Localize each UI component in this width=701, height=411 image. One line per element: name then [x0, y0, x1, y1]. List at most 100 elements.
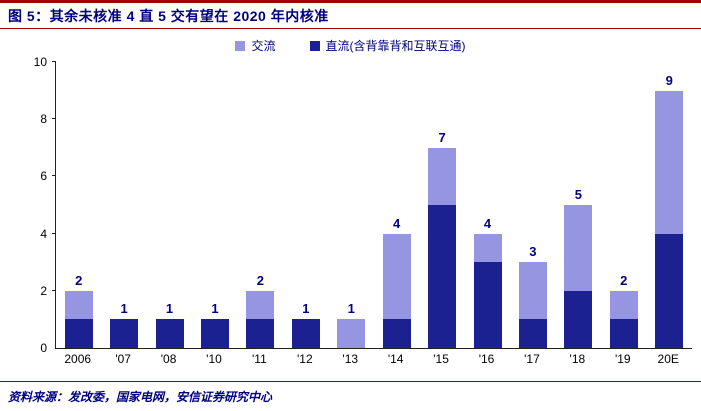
bar-segment-dc[interactable] [518, 319, 547, 348]
bar-value-label: 4 [483, 215, 492, 231]
stacked-bar[interactable] [518, 262, 547, 348]
stacked-bar[interactable] [200, 319, 229, 348]
bar-slot: 1 [283, 62, 328, 348]
bar-segment-ac[interactable] [564, 205, 593, 291]
x-tick-label: '17 [524, 352, 540, 366]
stacked-bar[interactable] [609, 290, 638, 348]
plot-area: 0 2 4 6 8 10 2 1 1 1 2 1 1 4 7 4 3 5 2 9 [34, 55, 692, 355]
x-tick-label: '19 [614, 352, 631, 366]
stacked-bar[interactable] [155, 319, 184, 348]
legend-swatch [235, 40, 246, 51]
y-tick-label: 0 [40, 341, 47, 355]
bar-value-label: 1 [165, 301, 174, 317]
stacked-bar[interactable] [564, 205, 593, 348]
x-tick-label: '14 [387, 352, 404, 366]
bar-segment-ac[interactable] [246, 290, 275, 320]
bar-value-label: 7 [438, 129, 446, 145]
bar-value-label: 3 [529, 244, 537, 260]
y-tick-label: 2 [40, 283, 47, 298]
bar-slot: 2 [601, 62, 646, 348]
footer-divider-line [0, 381, 701, 382]
legend-label: 交流 [251, 39, 276, 53]
title-divider-line [0, 28, 701, 29]
bar-value-label: 2 [256, 272, 265, 288]
bar-segment-ac[interactable] [609, 290, 638, 320]
legend-swatch [309, 40, 320, 51]
x-tick-label: '18 [569, 352, 586, 366]
stacked-bar[interactable] [473, 233, 502, 348]
bar-segment-ac[interactable] [64, 290, 93, 320]
bar-slot: 1 [192, 62, 237, 348]
source-text: 资料来源：发改委，国家电网，安信证券研究中心 [8, 390, 273, 404]
bar-segment-ac[interactable] [473, 233, 502, 263]
bar-value-label: 4 [393, 215, 401, 231]
bar-segment-ac[interactable] [518, 262, 547, 320]
bar-slot: 7 [419, 62, 464, 348]
bar-segment-dc[interactable] [246, 319, 275, 348]
y-tick-mark [52, 289, 56, 291]
y-tick-label: 10 [33, 55, 47, 69]
y-tick-mark [52, 175, 56, 177]
bar-slot: 1 [147, 62, 192, 348]
y-tick-label: 8 [40, 112, 47, 127]
bar-segment-dc[interactable] [200, 319, 229, 348]
x-tick-label: '16 [478, 352, 495, 366]
bar-segment-dc[interactable] [655, 233, 684, 348]
bar-value-label: 1 [120, 301, 128, 317]
top-accent-line [0, 0, 701, 3]
bar-slot: 1 [101, 62, 146, 348]
bar-segment-dc[interactable] [291, 319, 320, 348]
stacked-bar[interactable] [291, 319, 320, 348]
bar-segment-dc[interactable] [428, 205, 457, 348]
bar-segment-dc[interactable] [564, 290, 593, 348]
chart-legend: 交流 直流(含背靠背和互联互通) [0, 37, 701, 54]
y-tick-label: 6 [40, 169, 47, 184]
x-tick-label: '07 [115, 352, 131, 366]
stacked-bar[interactable] [428, 147, 457, 348]
bar-segment-dc[interactable] [64, 319, 93, 348]
x-tick-label: '10 [206, 352, 222, 366]
bar-slot: 5 [556, 62, 601, 348]
legend-label: 直流(含背靠背和互联互通) [325, 39, 466, 53]
bar-slot: 3 [510, 62, 555, 348]
x-tick-label: '13 [342, 352, 359, 366]
bar-value-label: 1 [211, 301, 219, 317]
y-tick-mark [52, 232, 56, 234]
bar-segment-dc[interactable] [110, 319, 139, 348]
bar-segment-dc[interactable] [473, 262, 502, 348]
bar-segment-dc[interactable] [609, 319, 638, 348]
bar-slot: 4 [465, 62, 510, 348]
bar-value-label: 2 [75, 272, 83, 288]
stacked-bar[interactable] [382, 233, 411, 348]
bar-segment-ac[interactable] [428, 147, 457, 205]
bar-segment-ac[interactable] [655, 90, 684, 234]
y-tick-label: 4 [40, 226, 47, 241]
stacked-bar[interactable] [64, 290, 93, 348]
bar-value-label: 1 [347, 301, 355, 317]
bar-value-label: 9 [665, 72, 673, 88]
bar-slot: 1 [329, 62, 374, 348]
y-tick-mark [52, 118, 56, 120]
legend-item[interactable]: 交流 [235, 37, 276, 54]
x-axis: 2006 '07 '08 '10 '11 '12 '13 '14 '15 '16 '17 '18 '19… [55, 352, 691, 366]
bar-segment-ac[interactable] [337, 319, 366, 348]
stacked-bar[interactable] [655, 90, 684, 348]
stacked-bar[interactable] [337, 319, 366, 348]
x-tick-label: '12 [297, 352, 313, 366]
legend-item[interactable]: 直流(含背靠背和互联互通) [309, 37, 466, 54]
bar-value-label: 1 [302, 301, 310, 317]
stacked-bar[interactable] [110, 319, 139, 348]
bar-segment-dc[interactable] [155, 319, 184, 348]
bar-slot: 4 [374, 62, 419, 348]
x-tick-label: 20E [657, 352, 679, 366]
bar-slot: 2 [238, 62, 283, 348]
bar-segment-ac[interactable] [382, 233, 411, 320]
stacked-bar[interactable] [246, 290, 275, 348]
bar-segment-dc[interactable] [382, 319, 411, 348]
y-tick-mark [52, 61, 56, 62]
x-tick-label: '15 [433, 352, 449, 366]
x-tick-label: '11 [252, 352, 267, 366]
figure-title: 图 5：其余未核准 4 直 5 交有望在 2020 年内核准 [8, 8, 329, 24]
bar-value-label: 5 [574, 187, 582, 202]
